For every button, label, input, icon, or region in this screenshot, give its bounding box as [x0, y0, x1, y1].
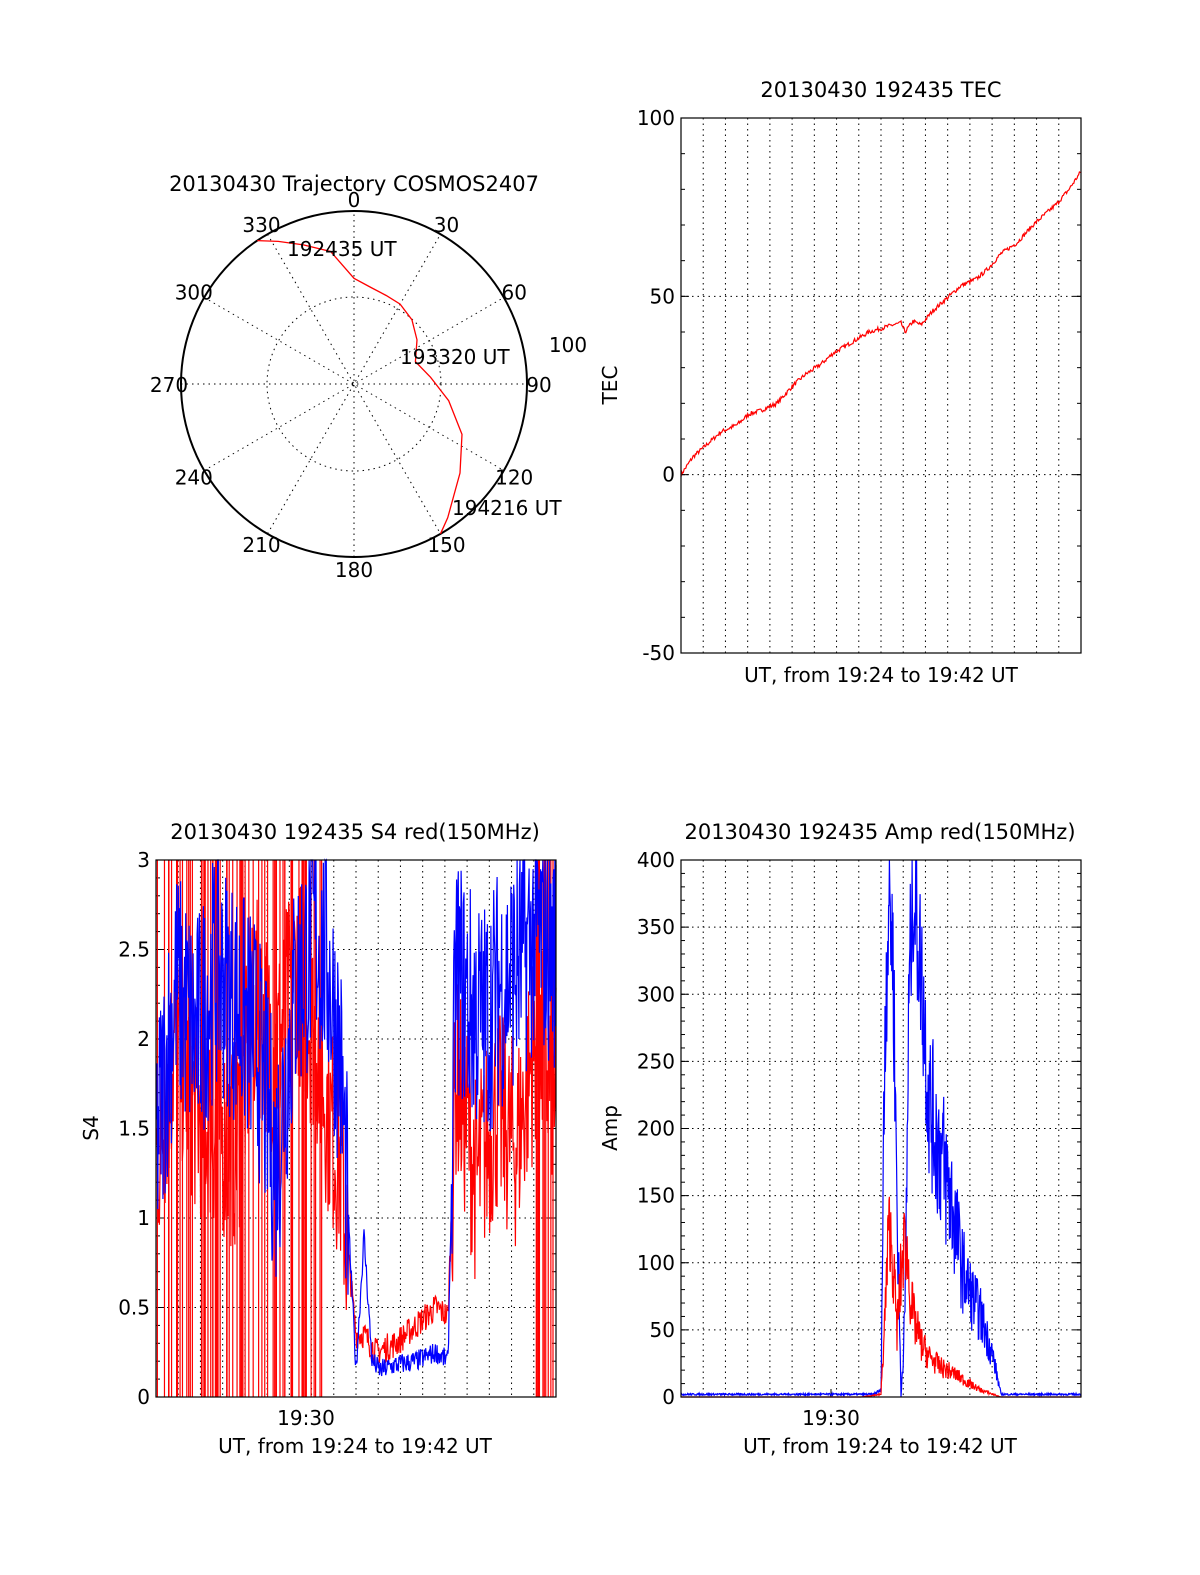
y-tick-label: 50 — [650, 284, 675, 308]
y-tick-label: 150 — [637, 1184, 675, 1208]
polar-azimuth-label: 210 — [242, 533, 280, 557]
y-tick-label: 2 — [137, 1027, 150, 1051]
polar-azimuth-labels: 0 30 60 90 120 150 180 210 240 270 300 330 — [150, 188, 552, 582]
polar-azimuth-label: 120 — [495, 466, 533, 490]
trajectory-plot: 20130430 Trajectory COSMOS2407 0 30 60 90 12… — [150, 172, 587, 582]
s4-plot: 20130430 192435 S4 red(150MHz) 0 0.5 1 1.5 2… — [79, 820, 557, 1458]
trajectory-mid-label: 193320 UT — [400, 345, 510, 369]
tec-frame — [680, 117, 1082, 654]
tec-y-label: TEC — [598, 366, 622, 406]
polar-azimuth-label: 270 — [150, 373, 188, 397]
s4-y-label: S4 — [79, 1115, 103, 1140]
amp-grid — [681, 860, 1081, 1397]
polar-azimuth-label: 0 — [348, 188, 361, 212]
amp-x-label: UT, from 19:24 to 19:42 UT — [743, 1434, 1018, 1458]
y-tick-label: 300 — [637, 982, 675, 1006]
tec-series-red — [680, 171, 1082, 477]
y-tick-label: 1.5 — [118, 1117, 150, 1141]
polar-azimuth-label: 240 — [175, 466, 213, 490]
tec-grid — [681, 118, 1081, 653]
polar-azimuth-label: 150 — [427, 533, 465, 557]
y-tick-label: 250 — [637, 1049, 675, 1073]
polar-spoke — [203, 297, 505, 471]
tec-title: 20130430 192435 TEC — [760, 78, 1001, 102]
s4-series-blue — [155, 858, 557, 1377]
polar-spoke — [267, 233, 441, 535]
trajectory-title: 20130430 Trajectory COSMOS2407 — [169, 172, 539, 196]
polar-azimuth-label: 330 — [242, 213, 280, 237]
polar-azimuth-label: 90 — [526, 373, 551, 397]
trajectory-track — [257, 239, 463, 535]
amp-series-blue — [680, 859, 1082, 1398]
s4-x-ticks: 19:30 — [277, 1389, 335, 1430]
tec-plot: 20130430 192435 TEC -50 0 50 100 TEC UT, fr… — [598, 78, 1082, 687]
trajectory-end-label: 194216 UT — [452, 496, 562, 520]
y-tick-label: 400 — [637, 848, 675, 872]
x-tick-label: 19:30 — [802, 1406, 860, 1430]
y-tick-label: 200 — [637, 1117, 675, 1141]
s4-title: 20130430 192435 S4 red(150MHz) — [170, 820, 540, 844]
y-tick-label: 50 — [650, 1318, 675, 1342]
y-tick-label: 0 — [137, 1385, 150, 1409]
tec-y-ticks: -50 0 50 100 — [637, 106, 1081, 665]
trajectory-start-label: 192435 UT — [287, 237, 397, 261]
y-tick-label: -50 — [642, 641, 675, 665]
y-tick-label: 1 — [137, 1206, 150, 1230]
polar-azimuth-label: 300 — [175, 281, 213, 305]
polar-azimuth-label: 180 — [335, 558, 373, 582]
s4-series-red — [155, 886, 557, 1364]
amp-plot: 20130430 192435 Amp red(150MHz) 0 50 100 15… — [598, 820, 1082, 1458]
polar-azimuth-label: 30 — [434, 213, 459, 237]
amp-y-ticks: 0 50 100 150 200 250 300 350 400 — [637, 848, 1081, 1409]
tec-x-label: UT, from 19:24 to 19:42 UT — [744, 663, 1019, 687]
y-tick-label: 100 — [637, 106, 675, 130]
y-tick-label: 350 — [637, 915, 675, 939]
x-tick-label: 19:30 — [277, 1406, 335, 1430]
polar-inner-ring — [266, 296, 442, 472]
polar-spoke — [203, 297, 505, 471]
s4-frame — [155, 859, 557, 1398]
polar-azimuth-label: 60 — [501, 281, 526, 305]
polar-spoke — [267, 233, 441, 535]
y-tick-label: 0 — [662, 463, 675, 487]
amp-frame — [680, 859, 1082, 1398]
polar-radial-label: 100 — [549, 333, 587, 357]
y-tick-label: 2.5 — [118, 938, 150, 962]
y-tick-label: 0.5 — [118, 1296, 150, 1320]
y-tick-label: 3 — [137, 848, 150, 872]
amp-y-label: Amp — [598, 1105, 622, 1151]
amp-title: 20130430 192435 Amp red(150MHz) — [684, 820, 1075, 844]
y-tick-label: 100 — [637, 1251, 675, 1275]
s4-x-label: UT, from 19:24 to 19:42 UT — [218, 1434, 493, 1458]
amp-x-ticks: 19:30 — [802, 1389, 860, 1430]
y-tick-label: 0 — [662, 1385, 675, 1409]
